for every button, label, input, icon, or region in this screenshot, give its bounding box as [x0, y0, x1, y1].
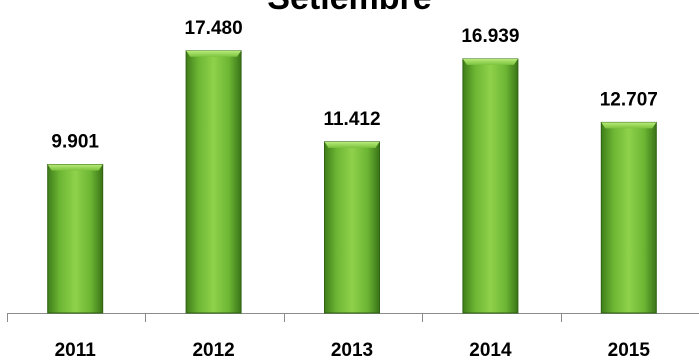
data-label-2011: 9.901 — [51, 131, 99, 152]
bar-2014 — [462, 58, 519, 314]
bar-top-bevel — [601, 122, 657, 129]
bar-2013 — [324, 141, 380, 314]
x-tick-label-2014: 2014 — [469, 340, 512, 361]
bar-top-bevel — [47, 164, 103, 171]
bar-2015 — [600, 121, 657, 314]
bar-top-bevel — [462, 58, 518, 65]
data-label-2012: 17.480 — [185, 18, 243, 39]
chart-title: Setiembre — [0, 0, 699, 18]
bar-2011 — [47, 163, 104, 314]
bar-top-bevel — [186, 50, 242, 57]
x-tick-label-2013: 2013 — [331, 340, 373, 361]
bar-top-bevel — [324, 141, 380, 148]
bar-2012 — [185, 50, 242, 314]
x-tick-label-2012: 2012 — [192, 340, 234, 361]
data-label-2014: 16.939 — [461, 26, 519, 47]
x-tick-label-2011: 2011 — [55, 340, 97, 361]
data-label-2015: 12.707 — [600, 89, 658, 110]
x-tick-label-2015: 2015 — [608, 340, 651, 361]
data-label-2013: 11.412 — [323, 109, 380, 130]
